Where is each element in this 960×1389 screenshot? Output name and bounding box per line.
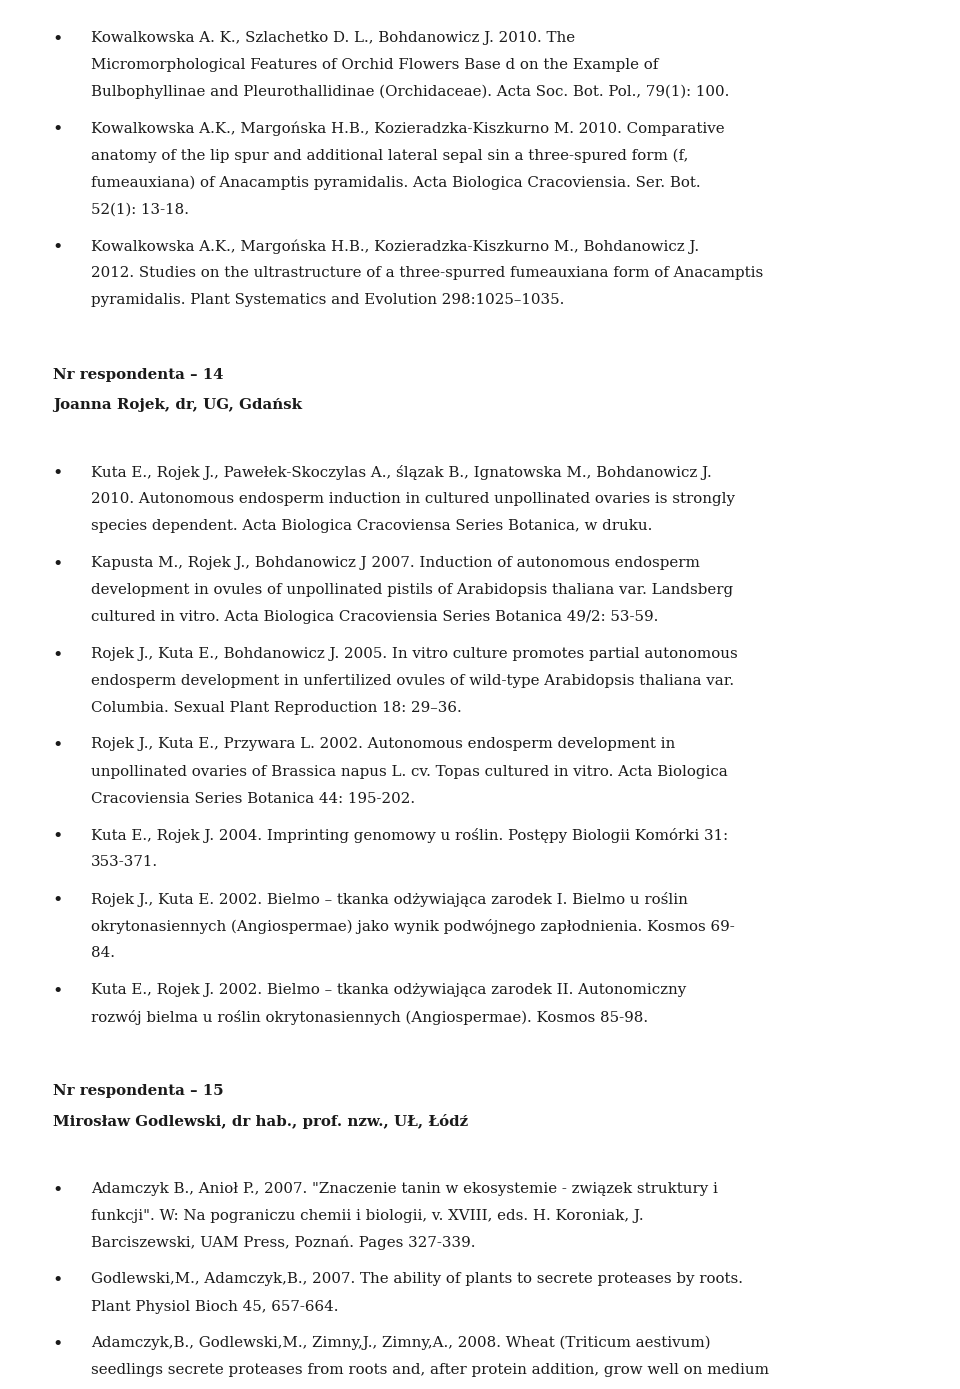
Text: Micromorphological Features of Orchid Flowers Base d on the Example of: Micromorphological Features of Orchid Fl… <box>91 57 659 72</box>
Text: Kowalkowska A.K., Margońska H.B., Kozieradzka-Kiszkurno M., Bohdanowicz J.: Kowalkowska A.K., Margońska H.B., Kozier… <box>91 239 699 254</box>
Text: cultured in vitro. Acta Biologica Cracoviensia Series Botanica 49/2: 53-59.: cultured in vitro. Acta Biologica Cracov… <box>91 610 659 624</box>
Text: •: • <box>53 1336 63 1354</box>
Text: Columbia. Sexual Plant Reproduction 18: 29–36.: Columbia. Sexual Plant Reproduction 18: … <box>91 701 462 715</box>
Text: Kuta E., Rojek J. 2004. Imprinting genomowy u roślin. Postępy Biologii Komórki 3: Kuta E., Rojek J. 2004. Imprinting genom… <box>91 828 729 843</box>
Text: •: • <box>53 31 63 49</box>
Text: Godlewski,M., Adamczyk,B., 2007. The ability of plants to secrete proteases by r: Godlewski,M., Adamczyk,B., 2007. The abi… <box>91 1272 743 1286</box>
Text: okrytonasiennych (Angiospermae) jako wynik podwójnego zapłodnienia. Kosmos 69-: okrytonasiennych (Angiospermae) jako wyn… <box>91 920 735 933</box>
Text: 52(1): 13-18.: 52(1): 13-18. <box>91 203 189 217</box>
Text: •: • <box>53 556 63 574</box>
Text: Rojek J., Kuta E., Przywara L. 2002. Autonomous endosperm development in: Rojek J., Kuta E., Przywara L. 2002. Aut… <box>91 738 676 751</box>
Text: anatomy of the lip spur and additional lateral sepal sin a three-spured form (f,: anatomy of the lip spur and additional l… <box>91 149 688 163</box>
Text: •: • <box>53 738 63 756</box>
Text: rozwój bielma u roślin okrytonasiennych (Angiospermae). Kosmos 85-98.: rozwój bielma u roślin okrytonasiennych … <box>91 1010 648 1025</box>
Text: seedlings secrete proteases from roots and, after protein addition, grow well on: seedlings secrete proteases from roots a… <box>91 1363 769 1376</box>
Text: funkcji". W: Na pograniczu chemii i biologii, v. XVIII, eds. H. Koroniak, J.: funkcji". W: Na pograniczu chemii i biol… <box>91 1208 644 1222</box>
Text: Kowalkowska A.K., Margońska H.B., Kozieradzka-Kiszkurno M. 2010. Comparative: Kowalkowska A.K., Margońska H.B., Kozier… <box>91 121 725 136</box>
Text: Kapusta M., Rojek J., Bohdanowicz J 2007. Induction of autonomous endosperm: Kapusta M., Rojek J., Bohdanowicz J 2007… <box>91 556 700 569</box>
Text: 2012. Studies on the ultrastructure of a three-spurred fumeauxiana form of Anaca: 2012. Studies on the ultrastructure of a… <box>91 267 763 281</box>
Text: Kowalkowska A. K., Szlachetko D. L., Bohdanowicz J. 2010. The: Kowalkowska A. K., Szlachetko D. L., Boh… <box>91 31 575 44</box>
Text: •: • <box>53 647 63 665</box>
Text: Barciszewski, UAM Press, Poznań. Pages 327-339.: Barciszewski, UAM Press, Poznań. Pages 3… <box>91 1236 476 1250</box>
Text: •: • <box>53 1272 63 1290</box>
Text: fumeauxiana) of Anacamptis pyramidalis. Acta Biologica Cracoviensia. Ser. Bot.: fumeauxiana) of Anacamptis pyramidalis. … <box>91 175 701 190</box>
Text: •: • <box>53 121 63 139</box>
Text: Rojek J., Kuta E., Bohdanowicz J. 2005. In vitro culture promotes partial autono: Rojek J., Kuta E., Bohdanowicz J. 2005. … <box>91 647 738 661</box>
Text: Joanna Rojek, dr, UG, Gdańsk: Joanna Rojek, dr, UG, Gdańsk <box>53 397 301 411</box>
Text: unpollinated ovaries of Brassica napus L. cv. Topas cultured in vitro. Acta Biol: unpollinated ovaries of Brassica napus L… <box>91 764 728 779</box>
Text: Kuta E., Rojek J. 2002. Bielmo – tkanka odżywiająca zarodek II. Autonomiczny: Kuta E., Rojek J. 2002. Bielmo – tkanka … <box>91 982 686 997</box>
Text: •: • <box>53 982 63 1000</box>
Text: development in ovules of unpollinated pistils of Arabidopsis thaliana var. Lands: development in ovules of unpollinated pi… <box>91 583 733 597</box>
Text: Mirosław Godlewski, dr hab., prof. nzw., UŁ, Łódź: Mirosław Godlewski, dr hab., prof. nzw.,… <box>53 1114 468 1129</box>
Text: Adamczyk B., Anioł P., 2007. "Znaczenie tanin w ekosystemie - związek struktury : Adamczyk B., Anioł P., 2007. "Znaczenie … <box>91 1182 718 1196</box>
Text: Bulbophyllinae and Pleurothallidinae (Orchidaceae). Acta Soc. Bot. Pol., 79(1): : Bulbophyllinae and Pleurothallidinae (Or… <box>91 85 730 99</box>
Text: •: • <box>53 892 63 910</box>
Text: 353-371.: 353-371. <box>91 856 158 870</box>
Text: endosperm development in unfertilized ovules of wild-type Arabidopsis thaliana v: endosperm development in unfertilized ov… <box>91 674 734 688</box>
Text: Kuta E., Rojek J., Pawełek-Skoczylas A., ślązak B., Ignatowska M., Bohdanowicz J: Kuta E., Rojek J., Pawełek-Skoczylas A.,… <box>91 465 712 481</box>
Text: Plant Physiol Bioch 45, 657-664.: Plant Physiol Bioch 45, 657-664. <box>91 1300 339 1314</box>
Text: species dependent. Acta Biologica Cracoviensa Series Botanica, w druku.: species dependent. Acta Biologica Cracov… <box>91 519 653 533</box>
Text: 2010. Autonomous endosperm induction in cultured unpollinated ovaries is strongl: 2010. Autonomous endosperm induction in … <box>91 492 735 507</box>
Text: Nr respondenta – 14: Nr respondenta – 14 <box>53 368 224 382</box>
Text: •: • <box>53 465 63 483</box>
Text: •: • <box>53 1182 63 1200</box>
Text: Nr respondenta – 15: Nr respondenta – 15 <box>53 1085 224 1099</box>
Text: pyramidalis. Plant Systematics and Evolution 298:1025–1035.: pyramidalis. Plant Systematics and Evolu… <box>91 293 564 307</box>
Text: Rojek J., Kuta E. 2002. Bielmo – tkanka odżywiająca zarodek I. Bielmo u roślin: Rojek J., Kuta E. 2002. Bielmo – tkanka … <box>91 892 688 907</box>
Text: Adamczyk,B., Godlewski,M., Zimny,J., Zimny,A., 2008. Wheat (Triticum aestivum): Adamczyk,B., Godlewski,M., Zimny,J., Zim… <box>91 1336 710 1350</box>
Text: •: • <box>53 828 63 846</box>
Text: •: • <box>53 239 63 257</box>
Text: 84.: 84. <box>91 946 115 960</box>
Text: Cracoviensia Series Botanica 44: 195-202.: Cracoviensia Series Botanica 44: 195-202… <box>91 792 416 806</box>
